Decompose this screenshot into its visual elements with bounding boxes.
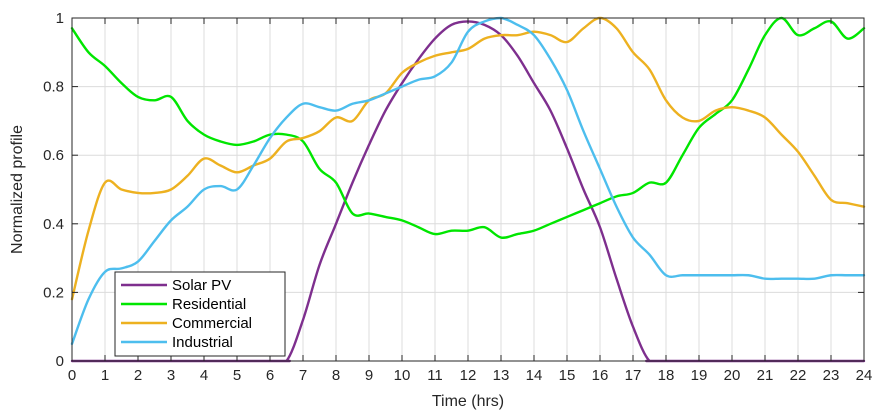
x-tick-label: 18 [658,367,675,384]
x-tick-label: 15 [559,367,576,384]
x-tick-label: 2 [134,367,142,384]
x-tick-label: 19 [691,367,708,384]
x-tick-label: 11 [427,367,443,384]
x-tick-label: 13 [493,367,510,384]
x-tick-label: 6 [266,367,274,384]
x-tick-label: 0 [68,367,76,384]
legend-entry: Residential [172,296,246,313]
y-tick-label: 0.2 [43,284,64,301]
x-tick-label: 7 [299,367,307,384]
x-tick-label: 1 [101,367,109,384]
x-axis-label: Time (hrs) [432,393,504,410]
x-tick-label: 22 [790,367,807,384]
tick-marks [71,17,865,362]
legend: Solar PV Residential Commercial Industrial [114,271,286,357]
x-tick-label: 17 [625,367,642,384]
x-tick-label: 8 [332,367,340,384]
legend-entry: Solar PV [172,277,231,294]
y-tick-label: 0 [56,353,64,370]
y-tick-labels: 0 0.2 0.4 0.6 0.8 1 [43,10,64,370]
y-tick-label: 0.6 [43,147,64,164]
series-line-industrial [70,16,866,346]
legend-entry: Industrial [172,334,233,351]
x-tick-label: 14 [526,367,543,384]
x-tick-label: 9 [365,367,373,384]
y-axis-label: Normalized profile [9,125,26,254]
x-tick-label: 3 [167,367,175,384]
series-line-residential [70,16,866,239]
x-tick-label: 16 [592,367,609,384]
legend-entry: Commercial [172,315,252,332]
x-tick-label: 24 [856,367,873,384]
x-tick-label: 23 [823,367,840,384]
x-tick-label: 20 [724,367,741,384]
x-tick-label: 21 [757,367,774,384]
y-tick-label: 0.8 [43,79,64,96]
series-line-commercial [70,16,866,301]
y-tick-label: 1 [56,10,64,27]
x-tick-label: 4 [200,367,208,384]
y-tick-label: 0.4 [43,216,64,233]
x-tick-labels: 0 1 2 3 4 5 6 7 8 9 10 11 12 13 14 15 16 17 18 19 20 21 22 23 24 [68,367,873,384]
x-tick-label: 10 [394,367,411,384]
x-tick-label: 12 [460,367,477,384]
x-tick-label: 5 [233,367,241,384]
